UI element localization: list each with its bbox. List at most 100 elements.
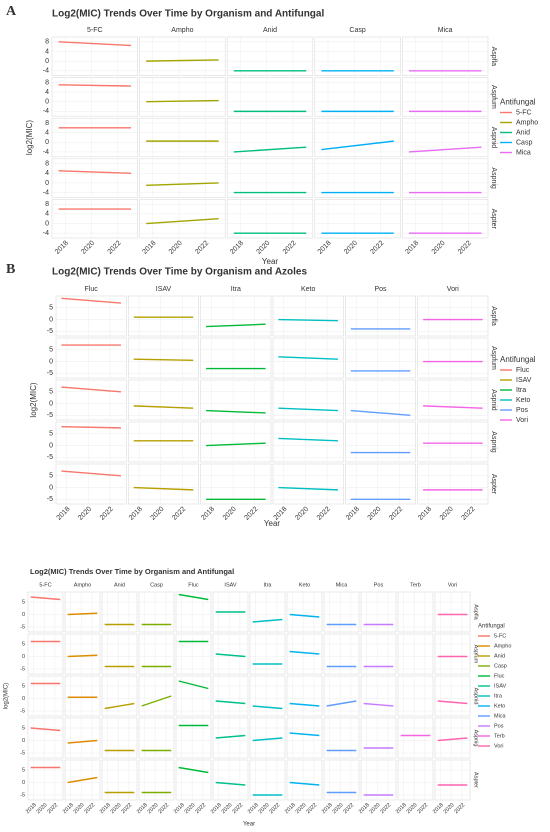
- y-tick-label: 0: [22, 738, 25, 744]
- facet-panel: [64, 633, 101, 675]
- facet-panel: [249, 675, 286, 717]
- x-tick-label: 2020: [222, 506, 238, 522]
- y-tick-label: 0: [49, 484, 53, 491]
- facet-panel: [101, 717, 138, 759]
- trend-line: [215, 734, 246, 739]
- x-tick-label: 2018: [273, 506, 289, 522]
- trend-line: [67, 612, 98, 616]
- facet-panel: [27, 633, 64, 675]
- x-tick-label: 2020: [36, 802, 49, 815]
- x-tick-label: 2018: [358, 802, 371, 815]
- trend-line: [146, 99, 219, 103]
- facet-panel: [402, 158, 489, 198]
- facet-panel: [323, 717, 360, 759]
- row-strip-label: Aspfla: [490, 47, 497, 67]
- x-tick-label: 2020: [431, 240, 447, 256]
- chart-title: Log2(MIC) Trends Over Time by Organism a…: [52, 267, 307, 278]
- y-tick-label: 5: [49, 473, 53, 480]
- column-strip-label: Vori: [447, 286, 460, 293]
- facet-panel: [200, 463, 272, 505]
- trend-line: [58, 84, 132, 87]
- facet-panel: [27, 675, 64, 717]
- chart-title: Log2(MIC) Trends Over Time by Organism a…: [52, 9, 324, 20]
- x-tick-label: 2018: [229, 240, 245, 256]
- facet-panel: [360, 717, 397, 759]
- facet-panel: [175, 759, 212, 801]
- facet-panel: [314, 117, 401, 158]
- y-tick-label: 4: [45, 48, 49, 55]
- trend-line: [252, 705, 283, 710]
- trend-line: [30, 727, 61, 732]
- facet-panel: [397, 633, 434, 675]
- x-tick-label: 2020: [147, 802, 160, 815]
- facet-panel: [286, 717, 323, 759]
- x-tick-label: 2020: [343, 240, 359, 256]
- y-tick-label: 5: [49, 389, 53, 396]
- column-strip-label: Ampho: [171, 27, 193, 34]
- x-tick-label: 2020: [73, 802, 86, 815]
- x-tick-label: 2022: [107, 240, 123, 256]
- facet-panel: [434, 591, 471, 633]
- legend-label: Casp: [494, 663, 507, 669]
- x-axis-label: Year: [243, 822, 255, 828]
- trend-line: [133, 358, 194, 362]
- trend-line: [350, 409, 411, 416]
- trend-line: [215, 700, 246, 705]
- facet-panel: [402, 36, 489, 76]
- x-tick-label: 2018: [317, 240, 333, 256]
- trend-line: [141, 695, 172, 707]
- y-tick-label: 8: [45, 39, 49, 46]
- trend-line: [252, 618, 283, 623]
- x-tick-label: 2022: [46, 802, 59, 815]
- column-strip-label: Mica: [336, 582, 349, 588]
- facet-panel: [402, 77, 489, 117]
- x-tick-label: 2020: [406, 802, 419, 815]
- facet-panel: [402, 117, 489, 158]
- x-tick-label: 2018: [210, 802, 223, 815]
- x-axis-label: Year: [262, 257, 279, 266]
- trend-line: [437, 737, 468, 742]
- trend-line: [67, 739, 98, 744]
- facet-panel: [55, 463, 127, 505]
- facet-panel: [139, 77, 226, 117]
- facet-panel: [128, 337, 199, 379]
- x-tick-label: 2022: [194, 240, 210, 256]
- facet-panel: [51, 117, 138, 158]
- facet-panel: [272, 463, 344, 505]
- facet-panel: [139, 117, 226, 158]
- trend-line: [58, 41, 132, 47]
- facet-panel: [397, 591, 434, 633]
- facet-panel: [139, 158, 226, 198]
- x-tick-label: 2018: [404, 240, 420, 256]
- x-tick-label: 2020: [255, 240, 271, 256]
- facet-panel: [138, 633, 175, 675]
- trend-line: [206, 442, 266, 447]
- facet-panel: [314, 36, 401, 76]
- facet-panel: [323, 633, 360, 675]
- facet-panel: [249, 633, 286, 675]
- x-tick-label: 2018: [62, 802, 75, 815]
- trend-line: [104, 702, 135, 710]
- facet-panel: [397, 717, 434, 759]
- facet-panel: [417, 295, 489, 337]
- facet-panel: [212, 675, 249, 717]
- facet-panel: [51, 158, 138, 198]
- trend-line: [278, 318, 338, 322]
- y-tick-label: 4: [45, 89, 49, 96]
- y-tick-label: 0: [49, 442, 53, 449]
- x-tick-label: 2022: [316, 506, 332, 522]
- facet-panel: [200, 295, 272, 337]
- legend-label: Itra: [516, 387, 526, 394]
- trend-line: [206, 409, 266, 414]
- trend-line: [67, 776, 98, 784]
- facet-panel: [101, 633, 138, 675]
- x-tick-label: 2022: [99, 506, 115, 522]
- y-tick-label: 0: [22, 612, 25, 618]
- column-strip-label: ISAV: [224, 582, 236, 588]
- column-strip-label: Keto: [299, 582, 310, 588]
- column-strip-label: Vori: [448, 582, 457, 588]
- x-tick-label: 2018: [417, 506, 433, 522]
- facet-panel: [345, 463, 416, 505]
- row-strip-label: Aspnig: [490, 431, 497, 453]
